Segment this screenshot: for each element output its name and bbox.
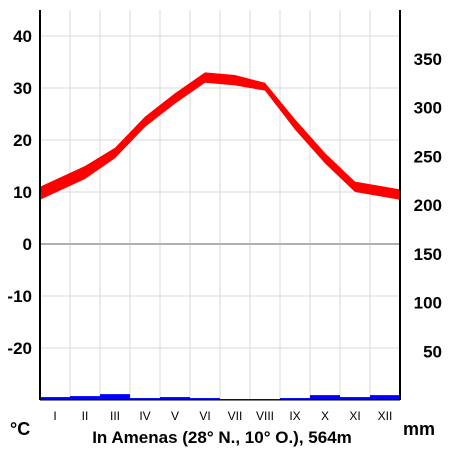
chart-title: In Amenas (28° N., 10° O.), 564m	[92, 428, 352, 447]
temperature-tick-label: 40	[13, 27, 32, 46]
grid	[40, 10, 400, 400]
precipitation-bar-X	[310, 395, 340, 400]
precipitation-unit-label: mm	[403, 419, 435, 439]
temperature-range-band	[40, 72, 400, 200]
temperature-unit-label: °C	[10, 419, 30, 439]
precipitation-tick-label: 150	[414, 245, 442, 264]
temperature-tick-label: -10	[7, 287, 32, 306]
precipitation-bar-IX	[280, 398, 310, 400]
precipitation-tick-label: 250	[414, 147, 442, 166]
precipitation-bar-I	[40, 397, 70, 400]
month-label: IX	[289, 409, 300, 423]
axes	[39, 10, 401, 401]
month-label: XI	[349, 409, 360, 423]
month-label: I	[53, 409, 56, 423]
temperature-tick-label: 30	[13, 79, 32, 98]
precipitation-bar-IV	[130, 398, 160, 400]
precipitation-bar-VI	[190, 398, 220, 400]
temperature-tick-label: 20	[13, 131, 32, 150]
temperature-band	[40, 72, 400, 200]
month-label: VIII	[256, 409, 274, 423]
precipitation-tick-label: 200	[414, 196, 442, 215]
temperature-tick-label: 0	[23, 235, 32, 254]
precipitation-bar-XI	[340, 397, 370, 400]
month-label: X	[321, 409, 329, 423]
month-label: VII	[228, 409, 243, 423]
month-label: III	[110, 409, 120, 423]
precipitation-bar-V	[160, 397, 190, 400]
month-label: XII	[378, 409, 393, 423]
precipitation-bar-XII	[370, 395, 400, 400]
precipitation-tick-label: 50	[423, 342, 442, 361]
precipitation-tick-label: 350	[414, 50, 442, 69]
month-label: VI	[199, 409, 210, 423]
month-label: IV	[139, 409, 150, 423]
month-label: V	[171, 409, 179, 423]
month-label: II	[82, 409, 89, 423]
temperature-tick-label: 10	[13, 183, 32, 202]
precipitation-bar-III	[100, 394, 130, 400]
precipitation-tick-label: 100	[414, 294, 442, 313]
precipitation-tick-label: 300	[414, 99, 442, 118]
temperature-tick-label: -20	[7, 339, 32, 358]
precipitation-bar-II	[70, 396, 100, 400]
